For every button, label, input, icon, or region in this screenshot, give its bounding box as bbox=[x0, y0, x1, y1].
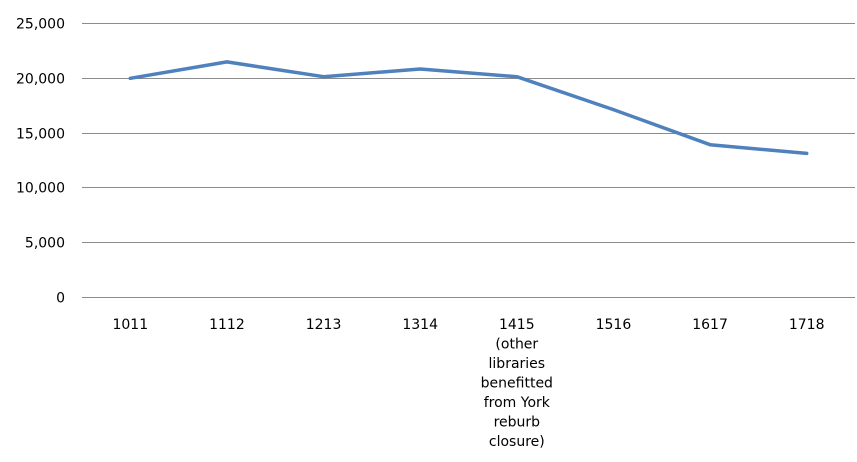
x-tick-label: 1112 bbox=[209, 317, 245, 333]
y-tick-label: 0 bbox=[56, 291, 65, 307]
gridlines bbox=[82, 23, 855, 298]
x-tick-label: 1516 bbox=[596, 317, 632, 333]
x-tick-label: 1415 (other libraries benefitted from York re… bbox=[481, 317, 553, 450]
data-point bbox=[418, 67, 422, 71]
data-point bbox=[708, 143, 712, 147]
y-axis-tick-labels: 0 5,000 10,000 15,000 20,000 25,000 bbox=[16, 17, 65, 307]
x-tick-label: 1011 bbox=[112, 317, 148, 333]
y-tick-label: 5,000 bbox=[25, 236, 65, 252]
x-tick-label: 1718 bbox=[789, 317, 825, 333]
series-layer bbox=[128, 60, 809, 156]
y-tick-label: 20,000 bbox=[16, 72, 65, 88]
y-tick-label: 15,000 bbox=[16, 127, 65, 143]
data-point bbox=[225, 60, 229, 64]
x-tick-label: 1213 bbox=[306, 317, 342, 333]
data-point bbox=[515, 75, 519, 79]
data-point bbox=[128, 76, 132, 80]
x-tick-label: 1617 bbox=[692, 317, 728, 333]
y-tick-label: 25,000 bbox=[16, 17, 65, 33]
x-tick-label: 1314 bbox=[402, 317, 438, 333]
data-point bbox=[805, 151, 809, 155]
data-point bbox=[322, 75, 326, 79]
y-tick-label: 10,000 bbox=[16, 181, 65, 197]
data-point bbox=[611, 108, 615, 112]
series-line bbox=[128, 60, 809, 156]
x-axis-tick-labels: 1011 1112 1213 1314 1415 (other libraries benef… bbox=[112, 317, 824, 450]
